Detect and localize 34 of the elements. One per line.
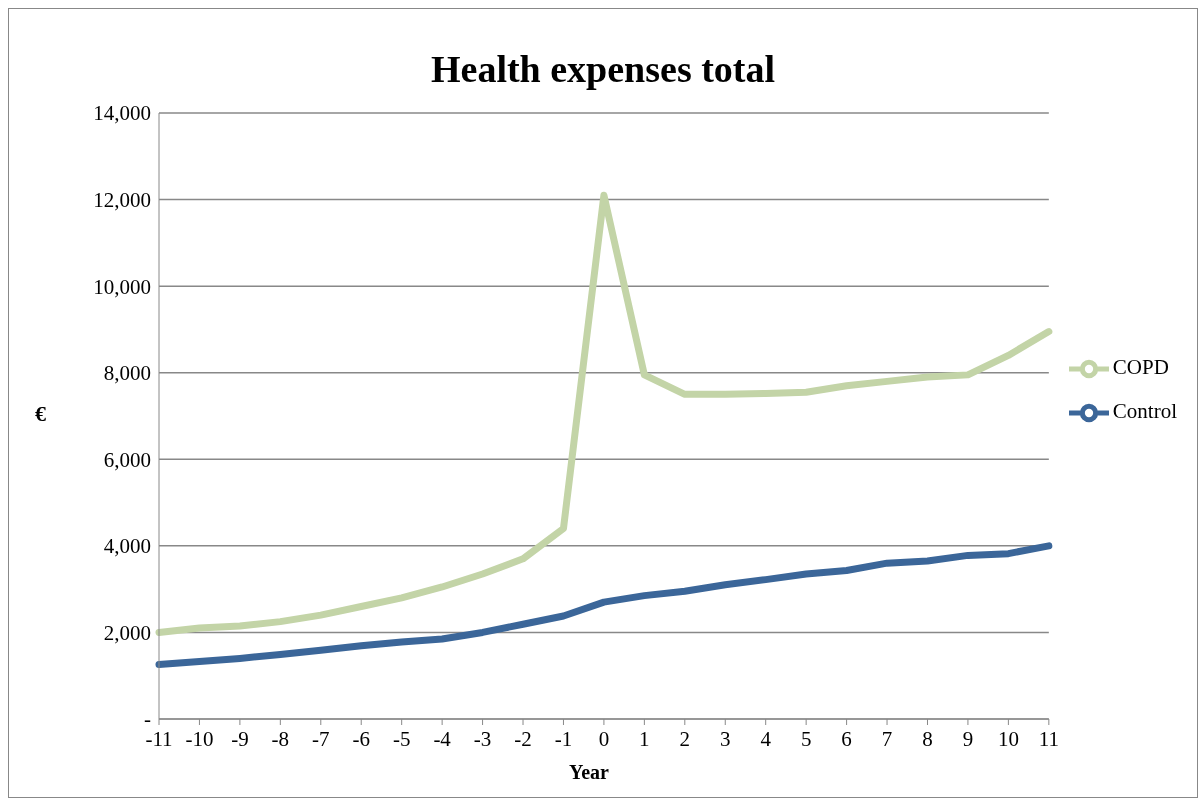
x-tick-label: -10 — [185, 726, 214, 751]
y-tick-label: 6,000 — [103, 447, 151, 472]
x-tick-label: -6 — [352, 726, 370, 751]
x-tick-label: 10 — [997, 726, 1019, 751]
x-tick-label: 4 — [760, 726, 772, 751]
x-tick-label: 11 — [1038, 726, 1059, 751]
x-tick-label: 7 — [881, 726, 893, 751]
x-tick-label: -5 — [392, 726, 411, 751]
x-tick-label: -2 — [514, 726, 532, 751]
x-tick-label: 3 — [720, 726, 731, 751]
x-tick-label: 8 — [922, 726, 933, 751]
legend-label: Control — [1112, 399, 1177, 423]
x-tick-label: 9 — [962, 726, 974, 751]
x-tick-label: -3 — [473, 726, 492, 751]
x-tick-label: -9 — [231, 726, 249, 751]
y-tick-label: 10,000 — [93, 274, 151, 299]
x-tick-label: -7 — [312, 726, 330, 751]
x-tick-label: 1 — [639, 726, 650, 751]
x-tick-label: 0 — [598, 726, 610, 751]
x-tick-label: -8 — [271, 726, 290, 751]
y-tick-label: 12,000 — [93, 188, 151, 213]
x-tick-label: 6 — [841, 726, 852, 751]
x-tick-label: -1 — [554, 726, 573, 751]
y-axis-title: € — [35, 401, 46, 427]
legend-label: COPD — [1112, 354, 1169, 379]
y-tick-label: 8,000 — [103, 361, 151, 386]
x-axis-title: Year — [569, 761, 609, 784]
y-tick-label: 14,000 — [93, 101, 151, 126]
x-tick-label: -4 — [433, 726, 452, 751]
chart-title: Health expenses total — [429, 47, 777, 91]
x-tick-label: 5 — [800, 726, 812, 751]
x-tick-label: 2 — [679, 726, 691, 751]
y-tick-label: 4,000 — [103, 534, 151, 559]
y-tick-label: 2,000 — [103, 620, 151, 645]
